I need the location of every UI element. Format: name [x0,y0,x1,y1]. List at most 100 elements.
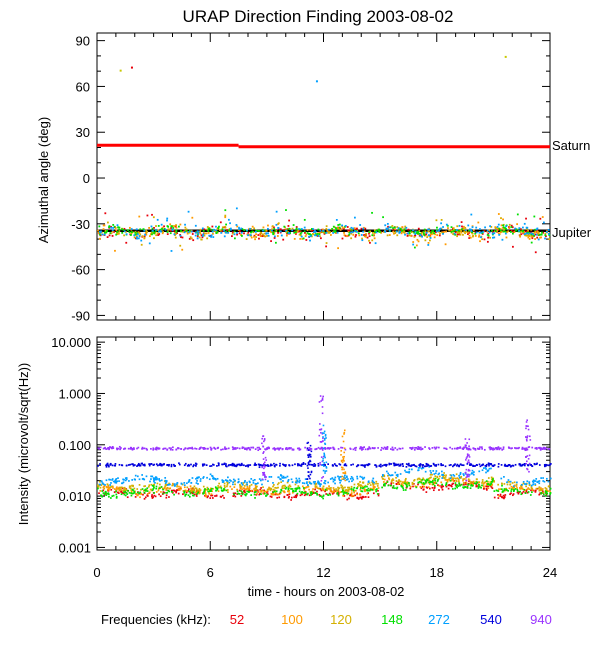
azimuth-point-148 [303,230,306,233]
azimuth-point-272 [535,233,538,236]
intensity-point-272 [538,482,541,485]
intensity-point-940 [236,447,239,449]
azimuth-point-148 [348,233,351,236]
intensity-point-940 [214,448,217,450]
intensity-point-940 [496,447,499,449]
intensity-point-100 [382,481,385,483]
azimuth-point-100 [100,231,103,234]
azimuth-point-148 [208,227,211,230]
intensity-point-120 [322,485,325,488]
intensity-point-272 [257,482,259,485]
azimuth-point-100 [207,232,210,234]
intensity-point-272 [167,484,169,486]
azimuth-point-100 [427,242,430,244]
intensity-point-272 [420,467,423,470]
intensity-point-52 [308,494,311,497]
intensity-point-120 [131,484,133,487]
intensity-point-940 [368,446,371,448]
intensity-point-940 [186,447,189,450]
intensity-point-940 [371,446,374,449]
azimuth-point-148 [142,228,145,231]
intensity-point-272 [471,472,474,475]
intensity-point-100 [246,487,249,490]
azimuth-point-100 [507,230,510,233]
intensity-point-940 [204,447,207,450]
intensity-point-120 [530,487,533,489]
intensity-point-120 [234,483,236,486]
intensity-point-148 [263,492,266,495]
intensity-point-940 [354,447,356,450]
intensity-point-272 [291,481,294,483]
intensity-point-120 [460,475,463,478]
azimuth-point-52 [297,230,300,233]
azimuth-point-100 [540,236,542,239]
intensity-point-120 [405,477,407,480]
intensity-point-940 [131,448,134,450]
intensity-point-120 [422,478,425,481]
azimuth-point-148 [450,226,453,229]
azimuth-point-272 [328,228,330,231]
intensity-point-940 [213,446,215,449]
intensity-point-120 [123,486,126,489]
intensity-point-120 [277,486,279,489]
azimuth-point-272 [277,226,280,229]
intensity-point-940 [474,448,477,450]
intensity-point-100 [224,489,226,491]
intensity-point-148 [214,486,217,489]
intensity-point-148 [503,489,505,492]
intensity-point-100 [253,488,255,490]
azimuth-point-100 [128,226,131,229]
azimuth-point-100 [494,226,497,229]
intensity-point-120 [475,480,477,483]
intensity-burst-point [341,475,344,478]
intensity-point-52 [260,487,262,489]
intensity-point-940 [250,446,252,449]
intensity-point-540 [99,463,101,465]
intensity-point-120 [350,485,353,488]
intensity-point-272 [209,473,212,476]
azimuth-point-100 [97,231,100,234]
azimuth-point-120 [206,237,209,240]
intensity-point-272 [542,477,544,479]
azimuth-point-272 [547,228,550,231]
intensity-point-940 [373,447,376,450]
azimuth-point-100 [138,215,141,218]
intensity-point-148 [503,488,506,490]
intensity-point-148 [127,489,129,492]
intensity-point-940 [501,448,504,451]
intensity-point-272 [509,480,512,483]
azimuth-point-52 [293,230,296,233]
intensity-point-940 [172,446,174,449]
azimuth-point-52 [196,235,199,238]
intensity-point-52 [153,494,156,497]
azimuth-point-100 [114,227,117,229]
intensity-point-120 [192,486,194,489]
azimuth-point-52 [134,237,137,240]
intensity-point-540 [397,463,400,466]
intensity-point-52 [243,490,245,493]
intensity-point-940 [242,446,245,449]
azimuth-point-52 [467,232,470,234]
intensity-point-120 [240,485,243,488]
azimuth-point-272 [537,238,540,241]
azimuth-point-100 [400,231,402,233]
intensity-point-940 [246,447,249,450]
intensity-point-52 [191,492,194,495]
intensity-point-148 [485,480,488,482]
azimuth-point-120 [228,228,231,230]
intensity-point-540 [192,464,195,466]
intensity-point-272 [156,478,158,480]
intensity-burst-point [525,455,527,458]
azimuth-point-52 [341,237,344,240]
intensity-point-100 [314,486,317,489]
intensity-point-940 [238,447,241,450]
intensity-point-540 [254,464,256,466]
intensity-point-52 [312,491,315,494]
intensity-point-540 [475,463,478,466]
azimuth-point-148 [378,228,381,231]
intensity-point-120 [110,486,112,488]
intensity-point-120 [218,482,220,485]
intensity-point-148 [128,491,131,494]
intensity-point-120 [382,478,384,480]
intensity-point-100 [239,486,242,488]
